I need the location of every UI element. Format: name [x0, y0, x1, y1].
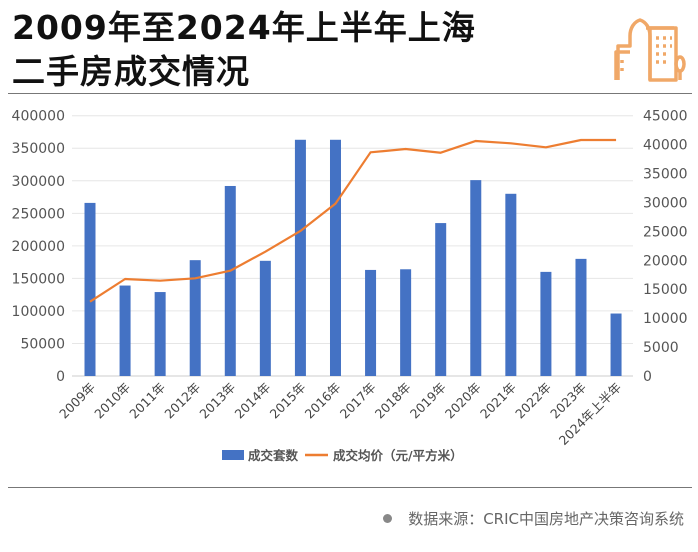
footer: 数据来源：CRIC中国房地产决策咨询系统: [383, 508, 684, 529]
right-axis-tick-label: 10000: [643, 311, 688, 327]
bar: [329, 139, 341, 376]
bar: [365, 269, 377, 376]
x-axis-tick-label: 2020年: [442, 380, 484, 422]
left-axis-tick-label: 200000: [12, 239, 65, 255]
left-axis-tick-label: 400000: [12, 109, 65, 125]
bar: [294, 139, 306, 376]
x-axis-tick-label: 2014年: [232, 380, 274, 422]
bar: [84, 202, 96, 376]
x-axis-tick-label: 2022年: [512, 380, 554, 422]
x-axis-tick-label: 2024年上半年: [556, 380, 624, 448]
legend-bar-swatch: [222, 450, 244, 460]
left-axis-tick-label: 150000: [12, 271, 65, 287]
x-axis-tick-label: 2010年: [91, 380, 133, 422]
right-axis-tick-label: 25000: [643, 224, 688, 240]
city-buildings-icon: [614, 18, 686, 82]
title-line-1: 2009年至2024年上半年上海: [12, 8, 476, 47]
x-axis-tick-label: 2012年: [161, 380, 203, 422]
right-axis-tick-label: 40000: [643, 138, 688, 154]
left-axis-tick-label: 0: [56, 369, 65, 385]
header-divider: [8, 93, 692, 94]
bar: [154, 292, 166, 376]
x-axis-tick-label: 2017年: [337, 380, 379, 422]
bar: [400, 269, 412, 376]
chart: 0500001000001500002000002500003000003500…: [12, 109, 688, 463]
bar: [610, 313, 622, 376]
left-axis-tick-label: 300000: [12, 174, 65, 190]
bar: [435, 223, 447, 376]
right-axis-tick-label: 35000: [643, 167, 688, 183]
right-axis-tick-label: 30000: [643, 195, 688, 211]
footer-divider: [8, 487, 692, 488]
right-axis-tick-label: 20000: [643, 253, 688, 269]
bar: [470, 180, 482, 376]
legend-line-label: 成交均价（元/平方米）: [333, 448, 463, 463]
bar: [505, 193, 517, 376]
x-axis-tick-label: 2016年: [302, 380, 344, 422]
left-axis-tick-label: 50000: [20, 336, 65, 352]
bar: [224, 185, 236, 376]
left-axis-tick-label: 250000: [12, 206, 65, 222]
right-axis-tick-label: 15000: [643, 282, 688, 298]
bar: [189, 260, 201, 376]
bullet-dot-icon: [383, 514, 393, 523]
x-axis-tick-label: 2021年: [477, 380, 519, 422]
x-axis-tick-label: 2013年: [196, 380, 238, 422]
bar: [540, 271, 552, 376]
x-axis-tick-label: 2018年: [372, 380, 414, 422]
x-axis-tick-label: 2019年: [407, 380, 449, 422]
right-axis-tick-label: 0: [643, 369, 652, 385]
legend-bar-label: 成交套数: [248, 448, 299, 463]
x-axis-tick-label: 2015年: [267, 380, 309, 422]
x-axis-tick-label: 2011年: [126, 380, 168, 422]
price-line: [89, 138, 617, 303]
right-axis-tick-label: 45000: [643, 109, 688, 125]
left-axis-tick-label: 350000: [12, 141, 65, 157]
bar: [575, 258, 587, 376]
page-title: 2009年至2024年上半年上海 二手房成交情况: [12, 6, 476, 94]
source-text: 数据来源：CRIC中国房地产决策咨询系统: [408, 510, 684, 528]
bar: [259, 260, 271, 376]
x-axis-tick-label: 2009年: [56, 380, 98, 422]
bar: [119, 285, 131, 376]
right-axis-tick-label: 5000: [643, 340, 679, 356]
title-line-2: 二手房成交情况: [12, 52, 250, 91]
left-axis-tick-label: 100000: [12, 304, 65, 320]
